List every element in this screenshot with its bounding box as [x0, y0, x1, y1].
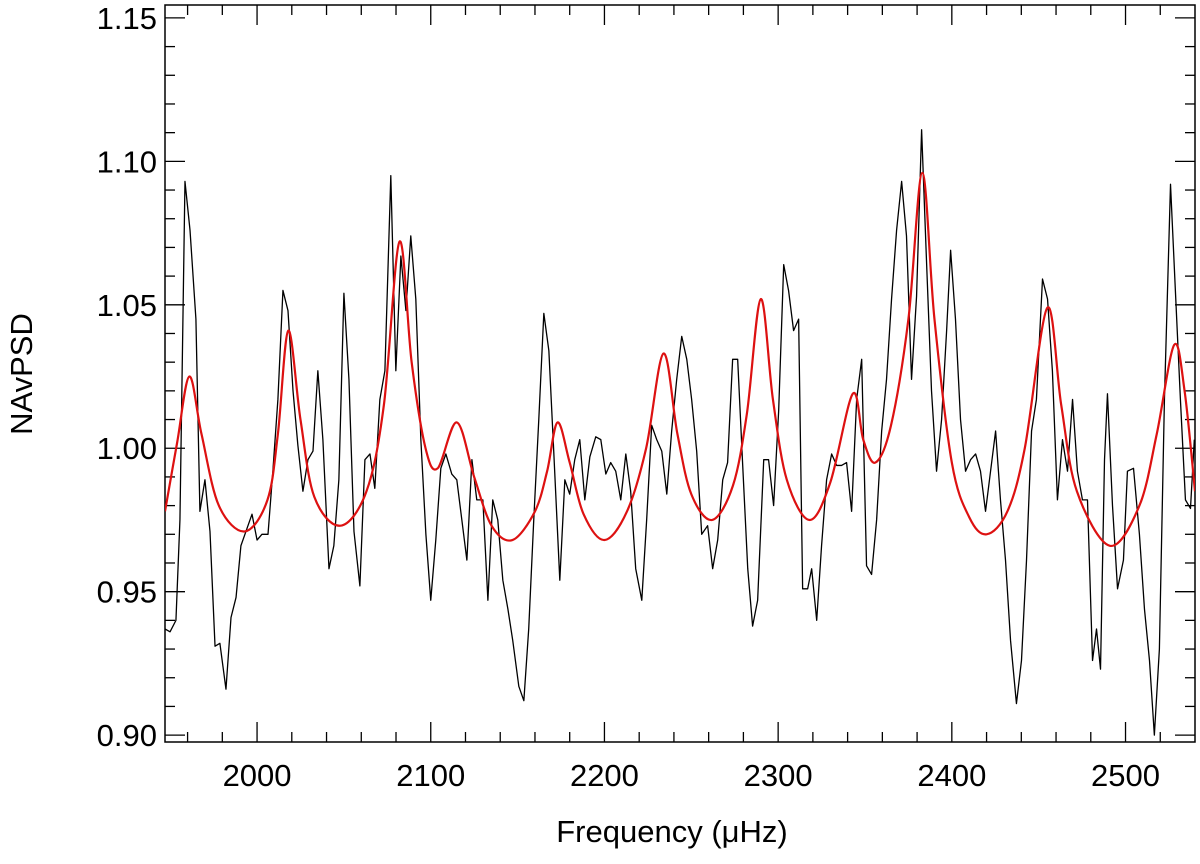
- x-axis-label: Frequency (μHz): [556, 814, 787, 849]
- series-line: [165, 129, 1195, 736]
- x-tick-label: 2500: [1091, 758, 1160, 793]
- series-line: [165, 171, 1195, 547]
- y-tick-label: 1.00: [97, 431, 157, 466]
- x-tick-label: 2100: [396, 758, 465, 793]
- y-axis-label: NAvPSD: [4, 313, 39, 435]
- y-tick-label: 1.15: [97, 1, 157, 36]
- x-tick-label: 2300: [744, 758, 813, 793]
- x-tick-label: 2000: [223, 758, 292, 793]
- y-tick-label: 0.95: [97, 575, 157, 610]
- y-tick-label: 1.10: [97, 144, 157, 179]
- y-tick-label: 1.05: [97, 288, 157, 323]
- x-tick-label: 2200: [570, 758, 639, 793]
- x-tick-label: 2400: [917, 758, 986, 793]
- y-tick-label: 0.90: [97, 718, 157, 753]
- plot-frame: [164, 4, 1196, 743]
